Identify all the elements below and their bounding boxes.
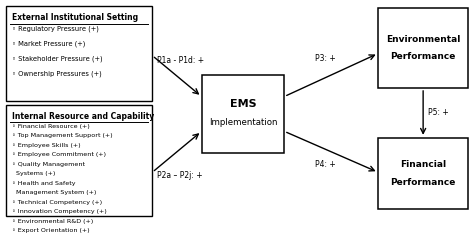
Text: ◦ Technical Competency (+): ◦ Technical Competency (+) xyxy=(12,200,102,205)
Text: Management System (+): Management System (+) xyxy=(17,190,97,195)
Text: ◦ Regulatory Pressure (+): ◦ Regulatory Pressure (+) xyxy=(12,25,99,32)
Text: Environmental: Environmental xyxy=(386,35,460,44)
Bar xyxy=(201,75,284,153)
Text: Systems (+): Systems (+) xyxy=(17,171,56,176)
Bar xyxy=(378,138,468,209)
Text: Internal Resource and Capability: Internal Resource and Capability xyxy=(12,112,154,121)
Text: ◦ Quality Management: ◦ Quality Management xyxy=(12,162,85,167)
Text: ◦ Innovation Competency (+): ◦ Innovation Competency (+) xyxy=(12,209,107,214)
Bar xyxy=(378,8,468,88)
Text: P1a - P1d: +: P1a - P1d: + xyxy=(157,56,204,65)
Text: ◦ Health and Safety: ◦ Health and Safety xyxy=(12,181,75,186)
Bar xyxy=(6,105,152,216)
Text: P5: +: P5: + xyxy=(428,108,448,117)
Text: ◦ Market Pressure (+): ◦ Market Pressure (+) xyxy=(12,40,85,47)
Text: Financial: Financial xyxy=(400,160,446,169)
Text: P2a – P2j: +: P2a – P2j: + xyxy=(157,171,202,180)
Text: Performance: Performance xyxy=(391,178,456,187)
Text: EMS: EMS xyxy=(229,99,256,109)
Text: ◦ Employee Skills (+): ◦ Employee Skills (+) xyxy=(12,143,81,148)
Text: ◦ Stakeholder Pressure (+): ◦ Stakeholder Pressure (+) xyxy=(12,55,102,62)
Text: ◦ Ownership Pressures (+): ◦ Ownership Pressures (+) xyxy=(12,71,101,77)
Text: P3: +: P3: + xyxy=(315,54,336,63)
Text: ◦ Environmental R&D (+): ◦ Environmental R&D (+) xyxy=(12,219,93,224)
Text: ◦ Employee Commitment (+): ◦ Employee Commitment (+) xyxy=(12,152,106,157)
Text: External Institutional Setting: External Institutional Setting xyxy=(12,13,138,22)
Bar xyxy=(6,6,152,101)
Text: P4: +: P4: + xyxy=(315,160,336,169)
Text: ◦ Export Orientation (+): ◦ Export Orientation (+) xyxy=(12,228,90,233)
Text: Performance: Performance xyxy=(391,52,456,61)
Text: ◦ Top Management Support (+): ◦ Top Management Support (+) xyxy=(12,133,112,138)
Text: Implementation: Implementation xyxy=(209,118,277,127)
Text: ◦ Financial Resource (+): ◦ Financial Resource (+) xyxy=(12,124,90,129)
